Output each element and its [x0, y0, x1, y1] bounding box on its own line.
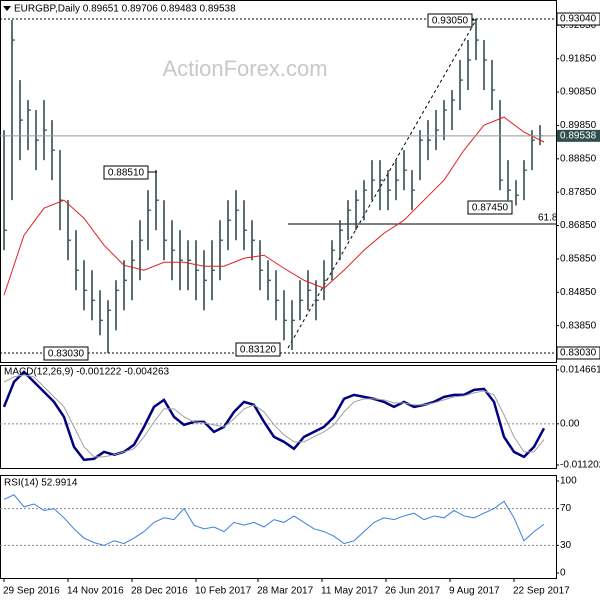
x-tick-label: 22 Sep 2017 [513, 586, 570, 597]
x-tick-label: 26 Jun 2017 [385, 586, 440, 597]
x-tick-label: 29 Sep 2016 [3, 586, 60, 597]
indicator-title: MACD(12,26,9) -0.001222 -0.004263 [4, 367, 170, 378]
indicator-line [3, 374, 545, 458]
y-tick-label: -0.011202 [560, 460, 600, 471]
y-tick-label: 0.83850 [560, 320, 597, 331]
indicator-title: RSI(14) 52.9914 [4, 478, 78, 489]
y-tick-label: 0.84850 [560, 287, 597, 298]
y-tick-label: 0.91850 [560, 53, 597, 64]
level-box [556, 12, 600, 26]
price-panel [0, 0, 557, 363]
y-tick-label: 0.85850 [560, 254, 597, 265]
current-price-label: 0.89538 [560, 130, 597, 141]
current-price-box [557, 129, 600, 142]
moving-average [3, 116, 545, 296]
x-tick-label: 14 Nov 2016 [67, 586, 124, 597]
x-tick-label: 11 May 2017 [321, 586, 379, 597]
y-tick-label: 0.88850 [560, 153, 597, 164]
y-tick-label: 30 [560, 540, 572, 551]
y-tick-label: 0.014661 [560, 365, 600, 376]
indicator-line [2, 370, 546, 462]
annotation-box [43, 346, 89, 361]
level-box [556, 346, 600, 360]
annotation: 0.93050 [432, 16, 469, 27]
level-label: 0.93040 [560, 14, 597, 25]
y-tick-label: 100 [560, 476, 577, 487]
x-tick-label: 10 Feb 2017 [195, 586, 252, 597]
annotation: 0.88510 [108, 168, 145, 179]
y-tick-label: 0 [560, 568, 566, 579]
annotation-box [467, 200, 513, 215]
x-tick-label: 28 Mar 2017 [257, 586, 314, 597]
rsi-panel [0, 475, 557, 579]
y-tick-label: 0.87850 [560, 187, 597, 198]
indicator-line [3, 494, 545, 546]
y-tick-label: 0.90850 [560, 87, 597, 98]
y-tick-label: 0.86850 [560, 220, 597, 231]
y-tick-label: 0.00 [560, 418, 580, 429]
y-tick-label: 0.89850 [560, 120, 597, 131]
y-tick-label: 70 [560, 503, 572, 514]
macd-panel [0, 365, 557, 469]
fib-label: 61.8 [538, 213, 558, 224]
x-tick-label: 9 Aug 2017 [449, 586, 500, 597]
annotation: 0.83030 [48, 349, 85, 360]
annotation: 0.87450 [472, 203, 509, 214]
annotation: 0.83120 [240, 345, 277, 356]
chart-title: EURGBP,Daily 0.89651 0.89706 0.89483 0.8… [14, 4, 236, 15]
watermark: ActionForex.com [162, 56, 327, 81]
x-tick-label: 28 Dec 2016 [131, 586, 188, 597]
annotation-box [235, 342, 281, 357]
menu-arrow [3, 6, 11, 11]
level-label: 0.83030 [560, 348, 597, 359]
